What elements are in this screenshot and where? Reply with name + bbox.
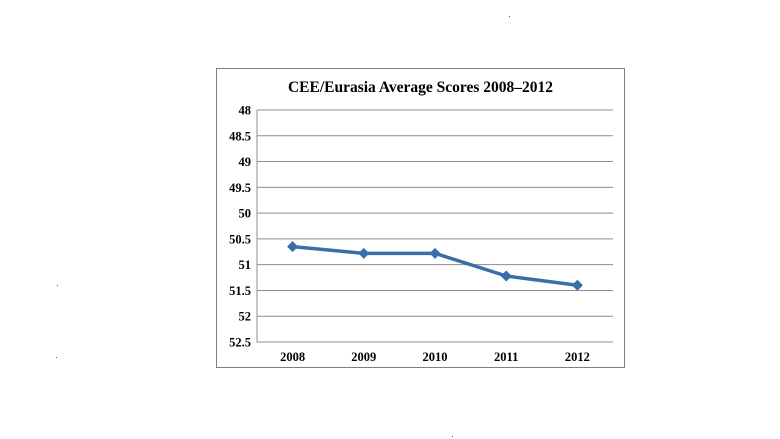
scan-speck [509, 16, 510, 17]
y-tick-label: 52 [239, 310, 252, 324]
data-point-marker [500, 270, 512, 282]
data-point-marker [571, 279, 583, 291]
x-tick-label: 2011 [494, 350, 518, 364]
y-tick-label: 51 [239, 258, 252, 272]
y-tick-label: 51.5 [229, 284, 251, 298]
scan-speck [56, 357, 57, 358]
x-tick-label: 2008 [280, 350, 305, 364]
chart-title: CEE/Eurasia Average Scores 2008–2012 [287, 79, 554, 96]
y-tick-label: 52.5 [229, 336, 251, 350]
data-point-marker [287, 241, 299, 253]
x-tick-label: 2010 [423, 350, 448, 364]
scan-speck [57, 285, 58, 286]
chart-frame: CEE/Eurasia Average Scores 2008–2012 48 4… [216, 68, 625, 368]
data-point-marker [358, 247, 370, 259]
x-tick-label: 2009 [351, 350, 376, 364]
y-tick-label: 50.5 [229, 232, 251, 246]
data-point-marker [429, 247, 441, 259]
y-tick-label: 50 [239, 207, 252, 221]
y-tick-label: 48.5 [229, 129, 251, 143]
scan-speck [452, 436, 453, 437]
line-chart: 48 48.5 49 49.5 50 50.5 51 51.5 52 52.5 2008 2009 20… [229, 104, 613, 364]
y-tick-label: 48 [239, 104, 252, 118]
y-tick-label: 49 [239, 155, 252, 169]
y-tick-label: 49.5 [229, 181, 251, 195]
x-tick-label: 2012 [565, 350, 590, 364]
